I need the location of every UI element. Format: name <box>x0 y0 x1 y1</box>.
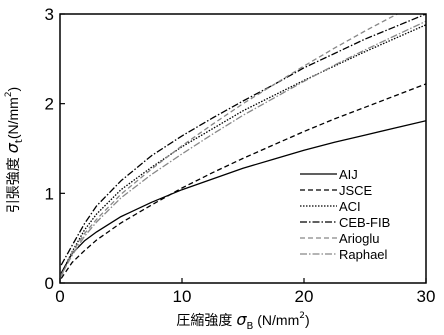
y-tick-label: 3 <box>45 5 54 24</box>
x-tick-label: 10 <box>173 287 192 306</box>
legend-label: Raphael <box>339 247 388 262</box>
x-tick-label: 0 <box>55 287 64 306</box>
legend-label: Arioglu <box>339 231 379 246</box>
series-line-jsce <box>60 83 426 279</box>
series-layer <box>60 14 426 279</box>
series-line-aij <box>60 120 426 274</box>
y-tick-label: 2 <box>45 95 54 114</box>
legend-label: AIJ <box>339 167 358 182</box>
series-line-aci <box>60 24 426 275</box>
legend-label: JSCE <box>339 183 373 198</box>
legend-label: CEB-FIB <box>339 215 390 230</box>
y-tick-label: 1 <box>45 184 54 203</box>
series-line-arioglu <box>60 14 399 277</box>
plot-frame <box>59 13 427 284</box>
y-axis-label: 引張強度σt(N/mm2) <box>3 87 25 213</box>
x-axis-label: 圧縮強度 σB (N/mm2) <box>176 310 309 332</box>
x-tick-label: 20 <box>295 287 314 306</box>
series-line-raphael <box>60 20 426 276</box>
x-tick-label: 30 <box>417 287 436 306</box>
y-tick-label: 0 <box>45 274 54 293</box>
tick-layer: 0 10 20 30 0 1 2 3 <box>45 5 436 306</box>
series-line-ceb-fib <box>60 14 426 266</box>
legend-label: ACI <box>339 199 361 214</box>
